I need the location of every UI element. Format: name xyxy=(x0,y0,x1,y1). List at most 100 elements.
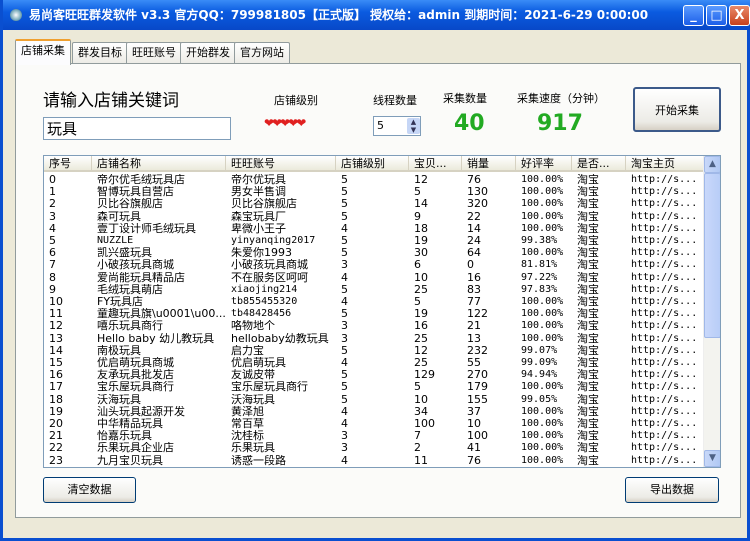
cell-platform: 淘宝 xyxy=(577,247,599,260)
cell-wangwang-account: 乐果玩具 xyxy=(231,442,275,455)
cell-rating: 97.22% xyxy=(521,271,558,283)
table-row[interactable]: 10 FY玩具店 tb855455320 4 5 77 100.00% 淘宝 http://s.… xyxy=(44,296,704,308)
table-row[interactable]: 3 森可玩具 森宝玩具厂 5 9 22 100.00% 淘宝 http://s... xyxy=(44,211,704,223)
thread-count-stepper[interactable]: 5 ▲ ▼ xyxy=(373,116,421,136)
cell-sales: 83 xyxy=(467,283,481,296)
table-row[interactable]: 20 中华精品玩具 常百草 4 100 10 100.00% 淘宝 http://s... xyxy=(44,418,704,430)
cell-wangwang-account: 千亿玩具 xyxy=(226,467,336,468)
cell-platform: 淘宝 xyxy=(577,259,599,272)
cell-index: 16 xyxy=(49,369,63,382)
cell-homepage: http://s... xyxy=(631,174,698,185)
table-row[interactable]: 18 沃海玩具 沃海玩具 5 10 155 99.05% 淘宝 http://s... xyxy=(44,394,704,406)
cell-rating: 100.00% xyxy=(521,222,564,234)
table-row[interactable]: 21 怡嘉乐玩具 沈桂标 3 7 100 100.00% 淘宝 http://s... xyxy=(44,430,704,442)
export-data-button[interactable]: 导出数据 xyxy=(625,477,719,503)
scroll-thumb[interactable] xyxy=(704,173,720,338)
cell-platform: 淘宝 xyxy=(577,454,599,467)
cell-homepage: http://s... xyxy=(631,442,698,454)
tab-shop-collect[interactable]: 店铺采集 xyxy=(15,39,71,65)
table-row[interactable]: 4 壹丁设计师毛绒玩具 卑微小王子 4 18 14 100.00% 淘宝 http://s... xyxy=(44,223,704,235)
cell-rating: 100.00% xyxy=(516,467,572,468)
maximize-button[interactable]: □ xyxy=(706,5,727,26)
cell-wangwang-account: 男女半售调 xyxy=(231,186,286,199)
clear-data-button[interactable]: 清空数据 xyxy=(43,477,136,503)
cell-sales: 21 xyxy=(467,320,481,333)
shop-table[interactable]: 序号 店铺名称 旺旺账号 店铺级别 宝贝... 销量 好评率 是否... 淘宝主页 0 帝尔优毛绒… xyxy=(43,155,721,468)
table-row[interactable]: 8 爱尚能玩具精品店 不在服务区呵呵 4 10 16 97.22% 淘宝 http://s... xyxy=(44,272,704,284)
cell-wangwang-account: 诱惑一段路 xyxy=(231,454,286,467)
cell-shop-name: 沃海玩具 xyxy=(97,393,141,406)
cell-wangwang-account: tb855455320 xyxy=(231,296,298,307)
scroll-up-icon[interactable]: ▲ xyxy=(704,156,720,173)
table-row[interactable]: 22 乐果玩具企业店 乐果玩具 3 2 41 100.00% 淘宝 http://s... xyxy=(44,442,704,454)
cell-wangwang-account: 帝尔优玩具 xyxy=(231,174,286,186)
column-header-homepage[interactable]: 淘宝主页 xyxy=(626,156,704,172)
scroll-down-icon[interactable]: ▼ xyxy=(704,450,720,467)
column-header-shop-name[interactable]: 店铺名称 xyxy=(92,156,226,172)
cell-homepage: http://s... xyxy=(631,344,698,356)
start-collect-button[interactable]: 开始采集 xyxy=(633,87,721,132)
cell-index: 20 xyxy=(49,418,63,430)
cell-shop-level: 5 xyxy=(341,344,348,357)
shop-level-hearts[interactable]: ❤❤❤❤❤ xyxy=(264,116,306,130)
table-row[interactable]: 12 嘻乐玩具商行 咯物地个 3 16 21 100.00% 淘宝 http://s... xyxy=(44,320,704,332)
column-header-item-count[interactable]: 宝贝... xyxy=(409,156,462,172)
table-row[interactable]: 9 毛绒玩具萌店 xiaojing214 5 25 83 97.83% 淘宝 http://s.… xyxy=(44,284,704,296)
table-row[interactable]: 2 贝比谷旗舰店 贝比谷旗舰店 5 14 320 100.00% 淘宝 http://s... xyxy=(44,198,704,210)
cell-sales: 130 xyxy=(467,186,488,199)
tab-official-site[interactable]: 官方网站 xyxy=(234,42,290,64)
cell-shop-level: 5 xyxy=(341,308,348,321)
cell-rating: 99.05% xyxy=(521,393,558,405)
cell-homepage: http://s... xyxy=(631,381,698,393)
cell-item-count: 10 xyxy=(414,393,428,406)
cell-homepage: http://s... xyxy=(631,259,698,271)
cell-item-count: 5 xyxy=(414,381,421,394)
cell-index: 17 xyxy=(49,381,63,394)
window-title: 易尚客旺旺群发软件 v3.3 官方QQ：799981805【正式版】 授权给：a… xyxy=(29,8,649,22)
table-row[interactable]: 5 NUZZLE yinyanqing2017 5 19 24 99.38% 淘宝 http:/… xyxy=(44,235,704,247)
column-header-platform[interactable]: 是否... xyxy=(572,156,626,172)
cell-item-count: 217 xyxy=(409,467,462,468)
column-header-sales[interactable]: 销量 xyxy=(462,156,516,172)
tab-wangwang-accounts[interactable]: 旺旺账号 xyxy=(126,42,182,64)
vertical-scrollbar[interactable]: ▲ ▼ xyxy=(703,156,720,467)
app-icon xyxy=(10,9,22,21)
cell-rating: 100.00% xyxy=(521,332,564,344)
table-row[interactable]: 23 九月宝贝玩具 诱惑一段路 4 11 76 100.00% 淘宝 http://s... xyxy=(44,455,704,467)
table-row[interactable]: 15 优启萌玩具商城 优启萌玩具 4 25 55 99.09% 淘宝 http://s... xyxy=(44,357,704,369)
keyword-input[interactable] xyxy=(43,117,231,140)
close-button[interactable]: X xyxy=(729,5,750,26)
cell-homepage: http://s... xyxy=(631,210,698,222)
cell-index: 3 xyxy=(49,210,56,223)
cell-item-count: 100 xyxy=(414,418,435,430)
tab-send-targets[interactable]: 群发目标 xyxy=(72,42,128,64)
table-row[interactable]: 14 南极玩具 启力宝 5 12 232 99.07% 淘宝 http://s... xyxy=(44,345,704,357)
table-row[interactable]: 0 帝尔优毛绒玩具店 帝尔优玩具 5 12 76 100.00% 淘宝 http://s... xyxy=(44,174,704,186)
table-row[interactable]: 1 智博玩具自营店 男女半售调 5 5 130 100.00% 淘宝 http://s... xyxy=(44,186,704,198)
column-header-shop-level[interactable]: 店铺级别 xyxy=(336,156,409,172)
column-header-wangwang-account[interactable]: 旺旺账号 xyxy=(226,156,336,172)
cell-shop-level: 5 xyxy=(341,369,348,382)
column-header-rating[interactable]: 好评率 xyxy=(516,156,572,172)
table-row[interactable]: 11 童趣玩具旗\u0001\u00... tb48428456 5 19 122 100.… xyxy=(44,308,704,320)
table-row[interactable]: 17 宝乐屋玩具商行 宝乐屋玩具商行 5 5 179 100.00% 淘宝 http://s..… xyxy=(44,381,704,393)
table-row[interactable]: 13 Hello baby 幼儿教玩具 hellobaby幼教玩具 3 25 13 100.… xyxy=(44,333,704,345)
column-header-index[interactable]: 序号 xyxy=(44,156,92,172)
cell-shop-name: 贝比谷旗舰店 xyxy=(97,198,163,211)
cell-item-count: 16 xyxy=(414,320,428,333)
table-row[interactable]: 24樂高式积木直销店千亿玩具421751100.00%淘宝http://s... xyxy=(44,467,704,468)
table-row[interactable]: 16 友承玩具批发店 友诚皮带 5 129 270 94.94% 淘宝 http://s... xyxy=(44,369,704,381)
spinner-arrows-icon[interactable]: ▲ ▼ xyxy=(407,118,420,134)
cell-sales: 24 xyxy=(467,235,481,247)
table-row[interactable]: 19 汕头玩具起源开发 黄泽旭 4 34 37 100.00% 淘宝 http://s... xyxy=(44,406,704,418)
cell-index: 21 xyxy=(49,430,63,443)
table-row[interactable]: 6 凯兴盛玩具 朱爱你1993 5 30 64 100.00% 淘宝 http://s... xyxy=(44,247,704,259)
cell-sales: 179 xyxy=(467,381,488,394)
minimize-button[interactable]: _ xyxy=(683,5,704,26)
cell-shop-name: 童趣玩具旗\u0001\u00... xyxy=(97,308,226,321)
heart-icon: ❤ xyxy=(272,116,282,130)
cell-shop-name: 嘻乐玩具商行 xyxy=(97,320,163,333)
tab-start-send[interactable]: 开始群发 xyxy=(180,42,236,64)
cell-index: 7 xyxy=(49,259,56,272)
table-row[interactable]: 7 小破孩玩具商城 小破孩玩具商城 3 6 0 81.81% 淘宝 http://s... xyxy=(44,259,704,271)
